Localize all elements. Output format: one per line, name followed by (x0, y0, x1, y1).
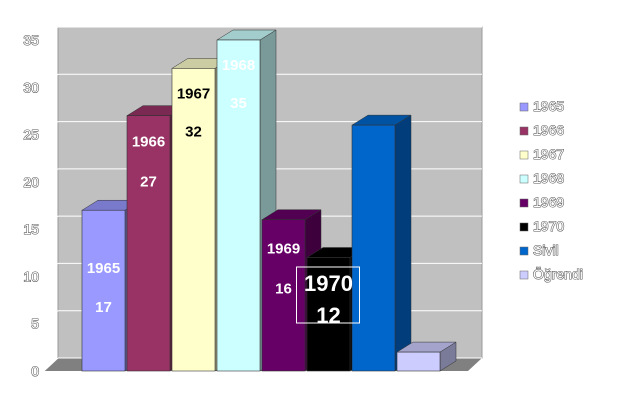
bar-Sivil (351, 114, 412, 372)
legend-item-1969: 1969 (519, 193, 565, 211)
legend-swatch (519, 126, 529, 136)
y-tick-label: 35 (23, 32, 39, 48)
y-tick-label: 0 (31, 363, 39, 379)
legend-label: 1969 (533, 194, 564, 210)
gridline-diagonal (43, 357, 59, 372)
bar-data-label: 1969 (267, 241, 300, 258)
bar-data-label: 35 (230, 95, 247, 112)
legend-swatch (519, 222, 529, 232)
y-tick-label: 5 (31, 316, 39, 332)
bar-front-face (171, 68, 216, 372)
bar-data-label: 1966 (132, 134, 165, 151)
bar-front-face (396, 351, 441, 372)
bar-data-label: 1968 (222, 57, 255, 74)
y-tick-label: 10 (23, 268, 39, 284)
legend-item-1967: 1967 (519, 145, 565, 163)
bar-front-face (306, 257, 351, 372)
bar-side-face (394, 114, 412, 372)
bar-data-label: 1970 (304, 271, 353, 296)
gridline-diagonal (43, 121, 59, 135)
legend-label: 1965 (533, 98, 564, 114)
legend-item-1965: 1965 (519, 97, 565, 115)
legend-label: 1968 (533, 170, 564, 186)
y-tick-label: 15 (23, 221, 39, 237)
bar-front-face (351, 124, 396, 372)
legend-label: 1967 (533, 146, 564, 162)
bars (81, 29, 457, 372)
gridline-diagonal (43, 26, 59, 41)
gridline-diagonal (43, 263, 59, 277)
y-tick-label: 20 (23, 174, 39, 190)
bar-Öğrendi (396, 341, 457, 372)
legend: 1965 1966 1967 1968 1969 1970 Sivil Öğrendi (519, 97, 583, 283)
bar-data-label: 1967 (177, 85, 210, 102)
gridline-diagonal (43, 73, 59, 88)
legend-swatch (519, 246, 529, 256)
bar-data-label: 12 (316, 303, 340, 328)
bar-front-face (261, 219, 306, 372)
gridline-diagonal (43, 215, 59, 230)
legend-label: Öğrendi (533, 265, 583, 282)
bar-data-label: 17 (95, 299, 112, 316)
legend-label: Sivil (533, 242, 559, 258)
gridline-diagonal (43, 310, 59, 325)
gridline-diagonal (43, 168, 59, 183)
legend-label: 1970 (533, 218, 564, 234)
bar-front-face (126, 115, 171, 372)
data-label-box (296, 266, 360, 324)
legend-item-1970: 1970 (519, 217, 565, 235)
legend-item-Öğrendi: Öğrendi (519, 264, 583, 283)
legend-swatch (519, 102, 529, 112)
legend-swatch (519, 198, 529, 208)
legend-swatch (519, 174, 529, 184)
y-axis-tick-labels: 0 5 10 15 20 25 30 35 (23, 31, 40, 379)
legend-label: 1966 (533, 122, 564, 138)
bar-data-label: 1965 (87, 260, 120, 277)
bar-front-face (81, 209, 126, 372)
legend-swatch (519, 270, 529, 280)
y-tick-label: 25 (23, 127, 39, 143)
bar-data-label: 32 (185, 123, 202, 140)
y-tick-label: 30 (23, 79, 39, 95)
legend-item-1966: 1966 (519, 121, 565, 139)
legend-item-1968: 1968 (519, 169, 565, 187)
legend-item-Sivil: Sivil (519, 241, 559, 259)
legend-swatch (519, 150, 529, 160)
bar-front-face (216, 39, 261, 372)
data-labels: 1965 17 1966 27 1967 32 1968 35 1969 16 1970 12 (87, 57, 360, 328)
bar-data-label: 16 (275, 281, 292, 298)
bar-data-label: 27 (140, 174, 157, 191)
